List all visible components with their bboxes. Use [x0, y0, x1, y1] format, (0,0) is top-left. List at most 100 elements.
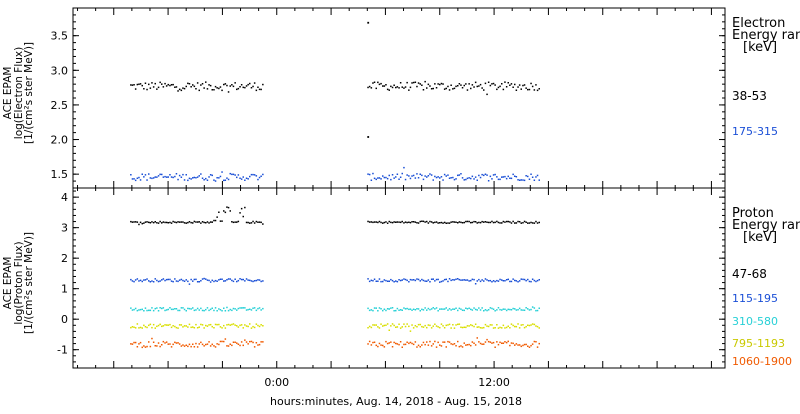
data-point-proton-47-68: [242, 215, 244, 218]
data-point-proton-115-195: [187, 280, 189, 283]
data-point-proton-115-195: [479, 280, 482, 283]
data-point-proton-47-68: [223, 210, 225, 212]
data-point-proton-310-580: [536, 309, 539, 312]
data-point-proton-115-195: [522, 278, 524, 281]
data-point-proton-310-580: [226, 306, 228, 309]
data-point-proton-47-68: [130, 220, 132, 223]
data-point-proton-47-68: [131, 221, 134, 223]
data-point-proton-310-580: [411, 309, 413, 311]
panel-frame-proton: [72, 187, 726, 369]
data-point-proton-1060-1900: [165, 341, 168, 343]
data-point-proton-795-1193: [458, 323, 461, 325]
data-point-electron-38-53: [533, 89, 536, 91]
data-point-proton-47-68: [227, 206, 230, 209]
data-point-proton-47-68: [457, 222, 459, 224]
data-point-proton-795-1193: [517, 323, 519, 325]
data-point-proton-115-195: [218, 279, 220, 281]
data-point-proton-47-68: [196, 221, 199, 223]
data-point-proton-795-1193: [143, 324, 145, 327]
data-point-electron-38-53: [455, 85, 457, 88]
data-point-electron-175-315: [502, 176, 505, 178]
data-point-electron-175-315: [401, 172, 403, 175]
data-point-proton-1060-1900: [479, 342, 482, 345]
data-point-electron-175-315: [367, 173, 369, 175]
data-point-electron-175-315: [164, 175, 166, 178]
data-point-proton-795-1193: [399, 327, 402, 329]
data-point-proton-310-580: [409, 308, 412, 310]
data-point-proton-115-195: [535, 280, 537, 283]
data-point-proton-115-195: [247, 279, 249, 281]
data-point-proton-47-68: [432, 222, 434, 224]
data-point-proton-1060-1900: [151, 337, 153, 340]
data-point-proton-115-195: [240, 278, 243, 281]
data-point-proton-795-1193: [165, 324, 168, 326]
data-point-electron-175-315: [536, 174, 539, 177]
data-point-proton-310-580: [260, 309, 262, 311]
ytick-label-proton: 2: [61, 252, 68, 265]
data-point-proton-795-1193: [421, 325, 423, 328]
proton-legend-energy: Energy ran: [732, 218, 800, 233]
data-point-proton-795-1193: [530, 324, 532, 326]
data-point-electron-175-315: [504, 175, 506, 178]
data-point-proton-1060-1900: [250, 340, 253, 343]
data-point-proton-47-68: [206, 221, 209, 223]
data-point-electron-175-315: [221, 171, 223, 173]
data-point-proton-310-580: [408, 308, 410, 311]
data-point-proton-795-1193: [133, 326, 135, 328]
data-point-proton-795-1193: [501, 327, 503, 329]
data-point-proton-115-195: [182, 279, 184, 282]
data-point-proton-795-1193: [373, 324, 376, 326]
data-point-electron-175-315: [380, 178, 382, 180]
data-point-proton-47-68: [391, 221, 394, 224]
data-point-proton-115-195: [458, 278, 461, 281]
data-point-electron-38-53: [262, 83, 264, 86]
data-point-proton-795-1193: [214, 323, 217, 326]
data-point-proton-115-195: [229, 278, 231, 280]
data-point-proton-1060-1900: [164, 342, 166, 344]
data-point-electron-38-53: [165, 85, 168, 87]
data-point-electron-38-53: [430, 88, 433, 90]
data-point-proton-310-580: [167, 308, 169, 311]
data-point-proton-1060-1900: [489, 341, 492, 343]
data-point-electron-38-53: [489, 84, 492, 87]
data-point-proton-1060-1900: [188, 343, 191, 346]
data-point-proton-47-68: [172, 220, 174, 223]
data-point-electron-38-53: [445, 87, 447, 90]
data-point-proton-1060-1900: [152, 341, 155, 343]
data-point-proton-310-580: [245, 309, 248, 311]
data-point-proton-310-580: [507, 308, 509, 311]
ytick-label-proton: 4: [61, 191, 68, 204]
data-point-electron-175-315: [476, 179, 478, 181]
data-point-proton-115-195: [471, 278, 474, 281]
data-point-proton-1060-1900: [450, 343, 452, 345]
data-point-electron-38-53: [510, 83, 513, 85]
data-point-proton-47-68: [510, 222, 513, 224]
data-point-proton-310-580: [244, 307, 246, 309]
data-point-proton-795-1193: [250, 327, 253, 329]
data-point-proton-795-1193: [172, 325, 174, 327]
data-point-proton-115-195: [432, 278, 434, 280]
data-point-proton-1060-1900: [156, 345, 158, 347]
data-point-proton-1060-1900: [182, 344, 184, 346]
data-point-proton-795-1193: [136, 323, 139, 325]
data-point-proton-115-195: [531, 278, 534, 280]
data-point-proton-795-1193: [130, 326, 132, 329]
data-point-proton-47-68: [226, 206, 228, 208]
data-point-proton-310-580: [494, 310, 496, 312]
data-point-electron-175-315: [169, 174, 171, 176]
data-point-electron-175-315: [368, 173, 371, 176]
data-point-proton-1060-1900: [424, 343, 426, 346]
ytick-label-proton: 1: [61, 283, 68, 296]
data-point-proton-47-68: [434, 221, 436, 224]
data-point-proton-1060-1900: [395, 342, 397, 345]
data-point-proton-115-195: [501, 279, 503, 281]
data-point-proton-310-580: [398, 309, 400, 311]
data-point-proton-795-1193: [404, 325, 407, 328]
data-point-proton-47-68: [367, 220, 369, 223]
data-point-electron-38-53: [492, 82, 495, 85]
data-point-electron-175-315: [514, 175, 516, 177]
data-point-electron-175-315: [185, 174, 187, 176]
data-point-proton-795-1193: [182, 326, 184, 328]
data-point-proton-115-195: [223, 280, 225, 282]
data-point-proton-115-195: [474, 283, 477, 285]
